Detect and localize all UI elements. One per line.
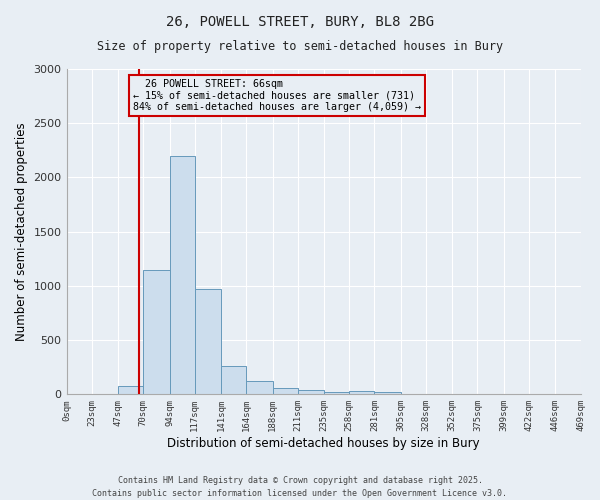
- Bar: [170, 156, 195, 394]
- Bar: [143, 270, 170, 394]
- Bar: [298, 390, 324, 394]
- Bar: [221, 366, 246, 394]
- X-axis label: Distribution of semi-detached houses by size in Bury: Distribution of semi-detached houses by …: [167, 437, 480, 450]
- Bar: [272, 388, 298, 394]
- Text: Contains HM Land Registry data © Crown copyright and database right 2025.
Contai: Contains HM Land Registry data © Crown c…: [92, 476, 508, 498]
- Text: 26 POWELL STREET: 66sqm  
← 15% of semi-detached houses are smaller (731)
84% of: 26 POWELL STREET: 66sqm ← 15% of semi-de…: [133, 79, 421, 112]
- Text: 26, POWELL STREET, BURY, BL8 2BG: 26, POWELL STREET, BURY, BL8 2BG: [166, 15, 434, 29]
- Text: Size of property relative to semi-detached houses in Bury: Size of property relative to semi-detach…: [97, 40, 503, 53]
- Bar: [374, 392, 401, 394]
- Bar: [118, 386, 143, 394]
- Bar: [324, 392, 349, 394]
- Y-axis label: Number of semi-detached properties: Number of semi-detached properties: [15, 122, 28, 341]
- Bar: [349, 391, 374, 394]
- Bar: [246, 381, 272, 394]
- Bar: [195, 288, 221, 395]
